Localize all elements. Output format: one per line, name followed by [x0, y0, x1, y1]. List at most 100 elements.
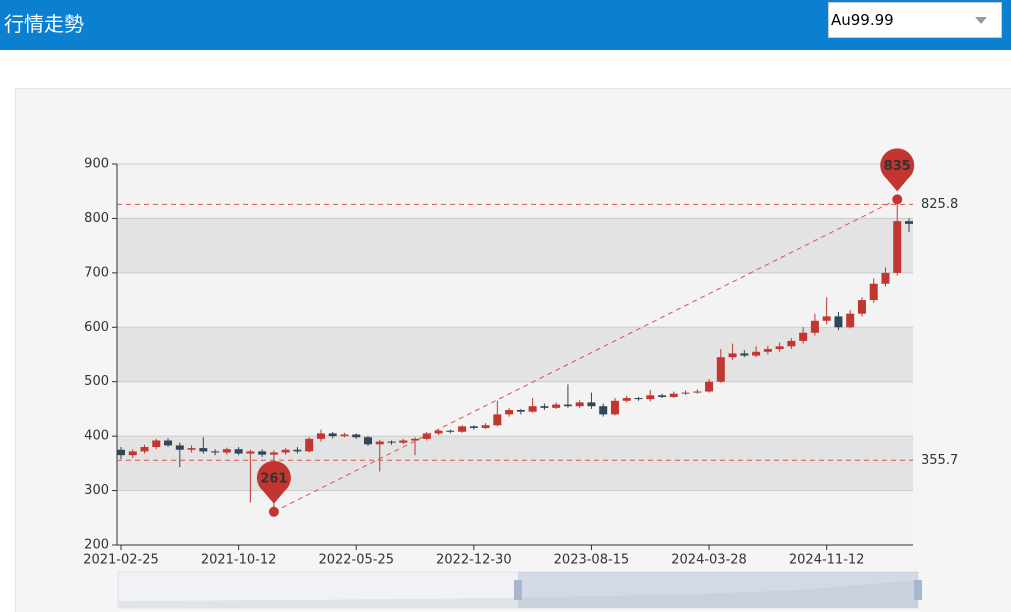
- candle-body: [340, 434, 349, 437]
- split-area: [117, 218, 913, 273]
- candle-body: [552, 404, 561, 408]
- candle-body: [693, 391, 702, 393]
- header: 行情走勢 Au99.99: [0, 0, 1011, 50]
- split-area: [117, 164, 913, 219]
- candle-body: [469, 426, 478, 428]
- x-tick-label: 2024-03-28: [671, 553, 747, 568]
- candle-body: [293, 449, 302, 452]
- candle-body: [787, 340, 796, 347]
- candle-body: [363, 437, 372, 445]
- candle-body: [493, 414, 502, 426]
- candle-body: [658, 395, 667, 397]
- candle-body: [634, 398, 643, 400]
- mark-point-pin: [880, 148, 915, 192]
- split-area: [117, 490, 913, 545]
- split-area: [117, 436, 913, 491]
- candle-body: [587, 402, 596, 407]
- candle-body: [528, 406, 537, 412]
- candle-body: [799, 332, 808, 341]
- candle-body: [446, 430, 455, 432]
- candle-body: [716, 357, 725, 382]
- candle-body: [681, 392, 690, 394]
- y-tick-label: 200: [84, 538, 109, 553]
- candle-body: [905, 221, 913, 224]
- candle-body: [281, 449, 290, 453]
- split-area: [117, 272, 913, 328]
- candle-body: [540, 406, 549, 408]
- candle-body: [305, 438, 314, 452]
- candle-body: [763, 349, 772, 352]
- candle-body: [646, 395, 655, 400]
- candle-body: [375, 441, 384, 445]
- slider-handle[interactable]: [514, 580, 522, 600]
- candle-body: [563, 404, 572, 407]
- candle-body: [846, 313, 855, 328]
- y-tick-label: 300: [84, 483, 109, 498]
- data-zoom-slider[interactable]: [117, 571, 922, 609]
- y-tick-label: 800: [84, 211, 109, 226]
- candle-body: [810, 320, 819, 333]
- slider-handle[interactable]: [914, 580, 922, 600]
- x-tick-label: 2021-02-25: [83, 553, 159, 568]
- mark-point-label: 261: [260, 471, 287, 486]
- candle-body: [728, 353, 737, 358]
- candle-body: [128, 451, 137, 456]
- candle-body: [434, 430, 443, 434]
- mark-point-dot: [268, 506, 279, 517]
- slider-window[interactable]: [518, 572, 918, 608]
- candle-body: [575, 402, 584, 407]
- candle-body: [599, 406, 608, 415]
- x-tick-label: 2023-08-15: [554, 553, 630, 568]
- candle-body: [458, 426, 467, 432]
- page-title: 行情走勢: [4, 12, 84, 36]
- candle-body: [622, 398, 631, 401]
- split-area: [117, 327, 913, 382]
- candle-body: [352, 434, 361, 438]
- candle-body: [269, 452, 278, 455]
- candle-body: [117, 449, 125, 456]
- candle-body: [481, 425, 490, 428]
- candle-body: [199, 448, 208, 452]
- y-tick-label: 600: [84, 320, 109, 335]
- candle-body: [516, 410, 525, 412]
- mark-point-dot: [892, 194, 903, 205]
- candle-body: [705, 381, 714, 392]
- candle-body: [387, 441, 396, 443]
- candle-body: [610, 400, 619, 415]
- mark-line-label: 355.7: [921, 453, 958, 468]
- x-tick-label: 2024-11-12: [789, 553, 865, 568]
- candle-body: [222, 449, 231, 453]
- mark-point-label: 835: [884, 159, 911, 174]
- candle-body: [505, 410, 514, 415]
- candle-body: [775, 346, 784, 350]
- candle-body: [234, 449, 243, 454]
- candle-body: [152, 440, 161, 448]
- symbol-select[interactable]: Au99.99: [828, 2, 1002, 38]
- slider-preview: [118, 580, 918, 608]
- candle-body: [422, 433, 431, 439]
- split-area: [117, 381, 913, 437]
- candle-body: [399, 440, 408, 443]
- candle-body: [211, 451, 220, 453]
- candle-body: [258, 451, 267, 455]
- candle-body: [246, 451, 255, 454]
- candle-body: [752, 351, 761, 356]
- candle-body: [411, 438, 420, 441]
- candle-body: [893, 221, 902, 273]
- candle-body: [869, 283, 878, 301]
- mark-line-label: 825.8: [921, 197, 958, 212]
- candle-body: [881, 272, 890, 284]
- candle-body: [857, 300, 866, 314]
- x-tick-label: 2022-05-25: [318, 553, 394, 568]
- y-tick-label: 400: [84, 429, 109, 444]
- mark-point-pin: [256, 460, 291, 504]
- x-tick-label: 2022-12-30: [436, 553, 512, 568]
- candle-body: [669, 393, 678, 397]
- candle-body: [822, 316, 831, 321]
- candle-body: [328, 433, 337, 437]
- candle-body: [740, 353, 749, 356]
- candle-body: [834, 316, 843, 328]
- candle-body: [140, 447, 149, 452]
